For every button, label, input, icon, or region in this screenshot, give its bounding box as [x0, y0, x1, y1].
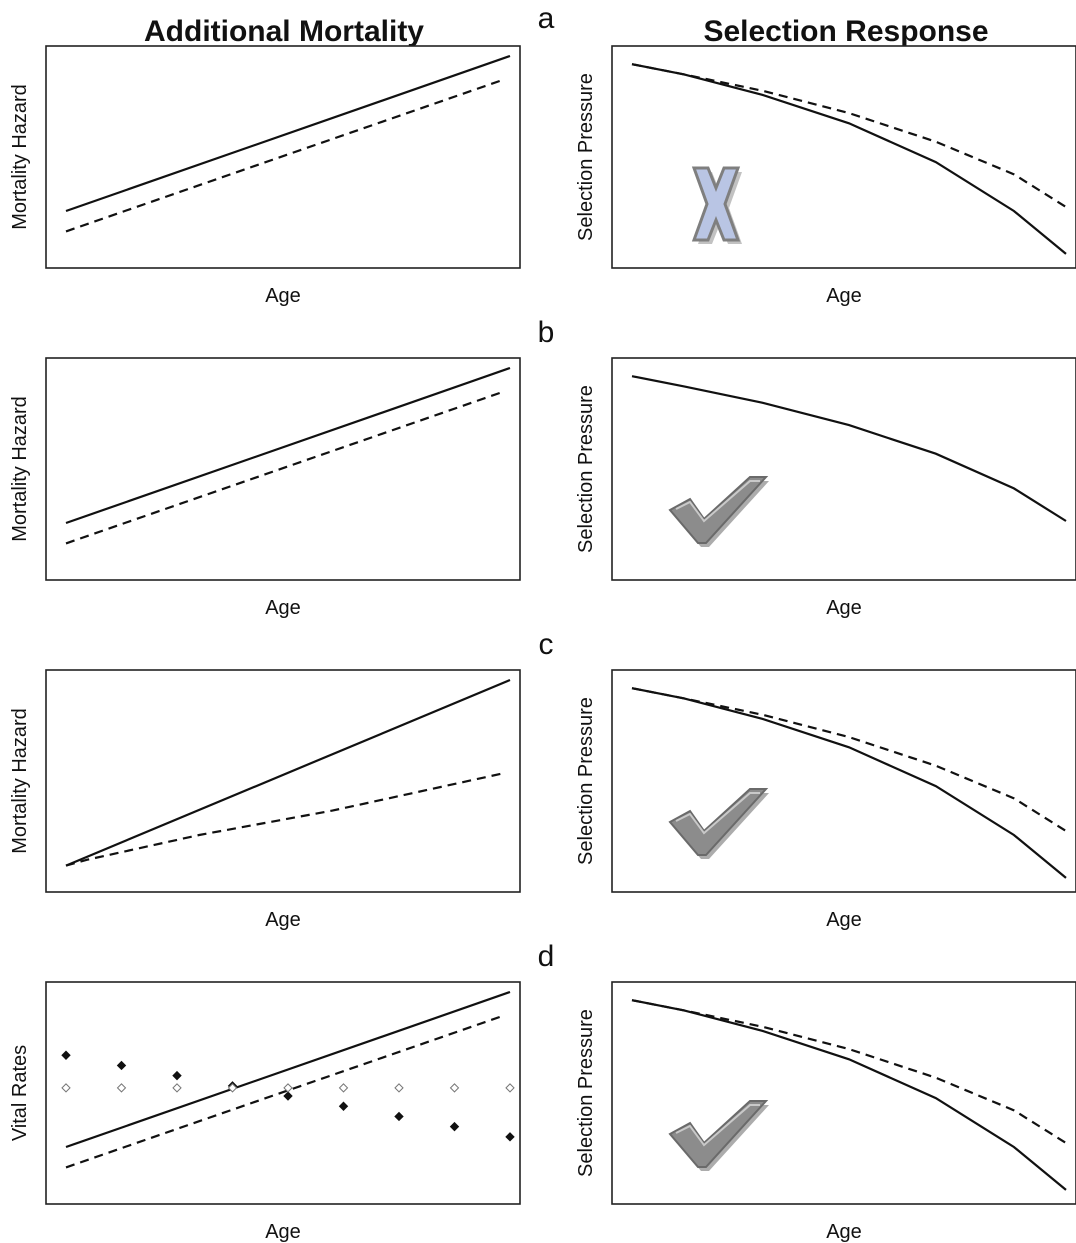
y-axis-label: Selection Pressure: [575, 385, 597, 553]
y-axis-label: Selection Pressure: [575, 697, 597, 865]
y-axis-label: Selection Pressure: [575, 1009, 597, 1177]
panel-b-right: Age Selection Pressure: [575, 357, 1076, 619]
left-column-title: Additional Mortality: [144, 15, 424, 48]
panel-c-left: Age Mortality Hazard: [9, 669, 521, 931]
open-diamond-point: [505, 1083, 515, 1093]
y-axis-label: Mortality Hazard: [9, 708, 31, 854]
plot-frame: [611, 45, 1076, 269]
plot-frame: [611, 357, 1076, 581]
check-icon: [668, 476, 769, 547]
x-axis-label: Age: [826, 597, 862, 619]
series-dashed-line: [631, 687, 1067, 832]
series-solid-line: [65, 54, 511, 213]
open-diamond-point: [116, 1083, 127, 1093]
open-diamond-point: [449, 1083, 460, 1093]
series-solid-line: [65, 366, 511, 525]
x-axis-label: Age: [265, 285, 301, 307]
series-dashed-line: [631, 999, 1067, 1144]
filled-diamond-point: [172, 1070, 182, 1081]
plot-frame: [611, 669, 1076, 893]
check-icon: [668, 788, 769, 859]
series-dashed-line: [65, 772, 502, 867]
x-axis-label: Age: [826, 1221, 862, 1243]
panel-c-right: Age Selection Pressure: [575, 669, 1076, 931]
open-diamond-point: [283, 1083, 293, 1093]
open-diamond-point: [394, 1083, 404, 1093]
x-axis-label: Age: [265, 597, 301, 619]
panel-b-left: Age Mortality Hazard: [9, 357, 521, 619]
panel-d-left: Age Vital Rates: [9, 981, 521, 1243]
filled-diamond-point: [449, 1121, 460, 1132]
cross-icon: [691, 166, 742, 244]
x-axis-label: Age: [265, 1221, 301, 1243]
x-axis-label: Age: [826, 909, 862, 931]
filled-diamond-point: [505, 1132, 515, 1142]
filled-diamond-point: [394, 1111, 404, 1122]
check-icon: [668, 1100, 769, 1171]
panel-a-right: Age Selection Pressure: [575, 45, 1076, 307]
y-axis-label: Mortality Hazard: [9, 396, 31, 542]
panel-a-left: Age Mortality Hazard: [9, 45, 521, 307]
right-column-title: Selection Response: [703, 15, 988, 48]
series-solid-line: [65, 678, 511, 867]
open-diamond-point: [172, 1083, 182, 1093]
filled-diamond-point: [61, 1050, 71, 1060]
y-axis-label: Vital Rates: [9, 1045, 31, 1141]
series-solid-line: [65, 990, 511, 1149]
plot-frame: [45, 669, 521, 893]
panel-letter-a: a: [538, 2, 555, 35]
y-axis-label: Selection Pressure: [575, 73, 597, 241]
panel-letter-d: d: [538, 940, 555, 973]
panel-letter-b: b: [538, 316, 555, 349]
x-axis-label: Age: [265, 909, 301, 931]
series-dashed-line: [65, 79, 502, 233]
open-diamond-point: [227, 1083, 238, 1093]
series-dashed-line: [631, 63, 1067, 208]
series-dashed-line: [65, 391, 502, 545]
filled-diamond-point: [283, 1091, 293, 1101]
x-axis-label: Age: [826, 285, 862, 307]
panel-d-right: Age Selection Pressure: [575, 981, 1076, 1243]
filled-diamond-point: [338, 1101, 349, 1111]
panels: a b c d Age Mortality Hazard Age Selection Pres…: [9, 2, 1076, 1243]
series-solid-line: [631, 375, 1067, 522]
plot-frame: [611, 981, 1076, 1205]
series-dashed-line: [65, 1015, 502, 1169]
filled-diamond-point: [116, 1060, 127, 1071]
y-axis-label: Mortality Hazard: [9, 84, 31, 230]
open-diamond-point: [61, 1083, 71, 1093]
open-diamond-point: [338, 1083, 349, 1093]
panel-letter-c: c: [539, 628, 554, 661]
